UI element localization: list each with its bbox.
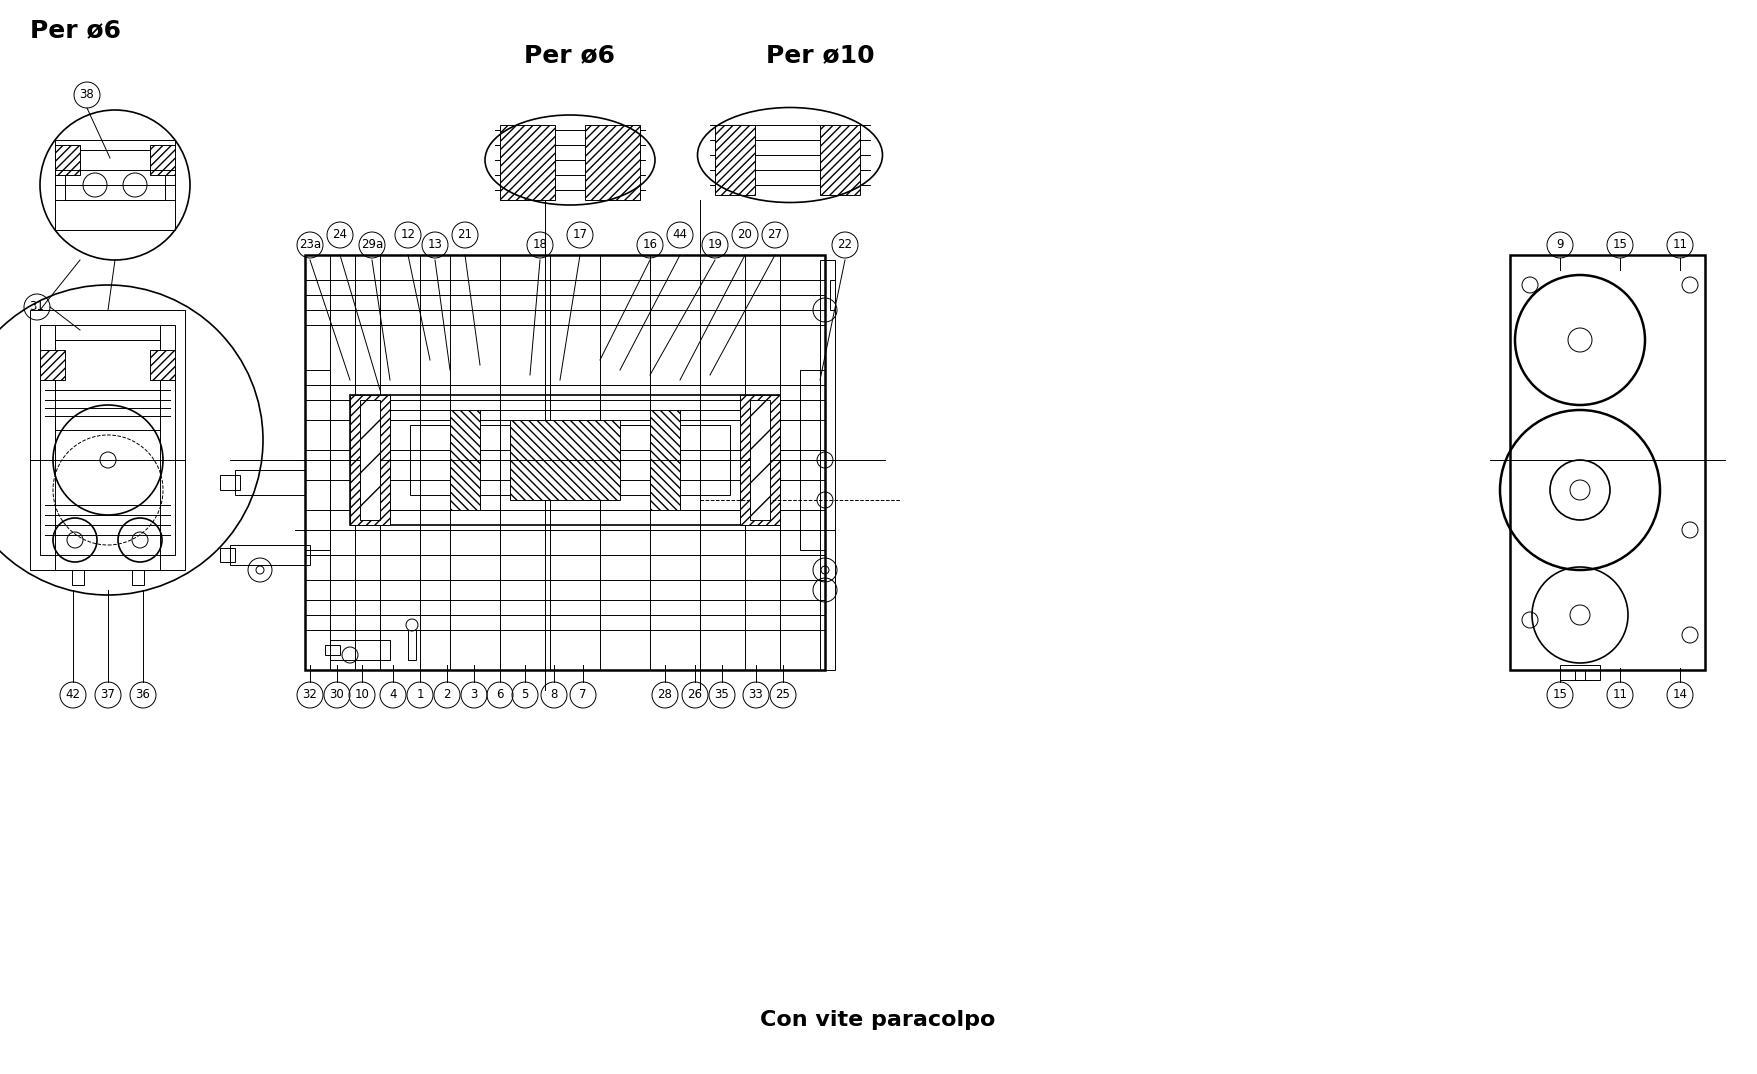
Bar [585, 125, 640, 200]
Bar [409, 425, 729, 495]
Text: 11: 11 [1613, 688, 1627, 701]
Text: 42: 42 [65, 688, 81, 701]
Text: 3: 3 [471, 688, 478, 701]
Bar [220, 548, 235, 562]
Text: 19: 19 [708, 238, 722, 251]
Text: 22: 22 [838, 238, 852, 251]
Bar [510, 420, 620, 500]
Bar [821, 260, 835, 670]
Text: 24: 24 [332, 229, 348, 242]
Bar [230, 545, 309, 565]
Bar [132, 570, 144, 585]
Bar [72, 570, 84, 585]
Bar [235, 470, 306, 495]
Text: 28: 28 [657, 688, 673, 701]
Bar [829, 280, 835, 310]
Text: 12: 12 [401, 229, 415, 242]
Bar [306, 371, 330, 550]
Text: 29a: 29a [360, 238, 383, 251]
Text: 17: 17 [573, 229, 587, 242]
Bar [715, 125, 756, 195]
Text: Per ø10: Per ø10 [766, 43, 875, 67]
Text: 20: 20 [738, 229, 752, 242]
Bar [450, 410, 480, 510]
Text: 21: 21 [457, 229, 473, 242]
Bar [350, 395, 390, 525]
Bar [360, 400, 380, 520]
Bar [54, 145, 81, 175]
Bar [750, 400, 770, 520]
Text: 14: 14 [1673, 688, 1687, 701]
Text: Con vite paracolpo: Con vite paracolpo [761, 1010, 996, 1030]
Text: 26: 26 [687, 688, 703, 701]
Bar [408, 630, 416, 661]
Bar [1574, 670, 1585, 680]
Text: 11: 11 [1673, 238, 1687, 251]
Bar [149, 350, 176, 380]
Bar [306, 255, 826, 670]
Text: 13: 13 [427, 238, 443, 251]
Text: 8: 8 [550, 688, 557, 701]
Text: 27: 27 [768, 229, 782, 242]
Text: Per ø6: Per ø6 [525, 43, 615, 67]
Text: 25: 25 [775, 688, 791, 701]
Text: 23a: 23a [299, 238, 322, 251]
Bar [40, 350, 65, 380]
Bar [740, 395, 780, 525]
Bar [1560, 665, 1601, 680]
Text: 10: 10 [355, 688, 369, 701]
Bar [54, 140, 176, 230]
Bar [350, 395, 780, 525]
Text: 4: 4 [390, 688, 397, 701]
Text: 37: 37 [100, 688, 116, 701]
Text: 35: 35 [715, 688, 729, 701]
Bar [1509, 255, 1704, 670]
Text: 2: 2 [443, 688, 452, 701]
Text: 18: 18 [532, 238, 548, 251]
Text: 38: 38 [79, 88, 95, 102]
Text: 15: 15 [1553, 688, 1567, 701]
Bar [501, 125, 555, 200]
Text: 7: 7 [580, 688, 587, 701]
Bar [65, 150, 165, 200]
Text: 32: 32 [302, 688, 318, 701]
Text: 31: 31 [30, 301, 44, 314]
Text: 44: 44 [673, 229, 687, 242]
Text: Per ø6: Per ø6 [30, 18, 121, 42]
Text: 33: 33 [748, 688, 763, 701]
Bar [325, 645, 341, 655]
Bar [650, 410, 680, 510]
Bar [330, 640, 390, 661]
Text: 16: 16 [643, 238, 657, 251]
Bar [40, 325, 176, 555]
Bar [821, 125, 859, 195]
Text: 5: 5 [522, 688, 529, 701]
Bar [54, 340, 160, 430]
Bar [799, 371, 826, 550]
Text: 1: 1 [416, 688, 423, 701]
Text: 36: 36 [135, 688, 151, 701]
Text: 9: 9 [1557, 238, 1564, 251]
Bar [220, 475, 241, 490]
Text: 30: 30 [330, 688, 344, 701]
Bar [149, 145, 176, 175]
Text: 6: 6 [495, 688, 504, 701]
Bar [380, 410, 750, 510]
Text: 15: 15 [1613, 238, 1627, 251]
Bar [30, 310, 184, 570]
